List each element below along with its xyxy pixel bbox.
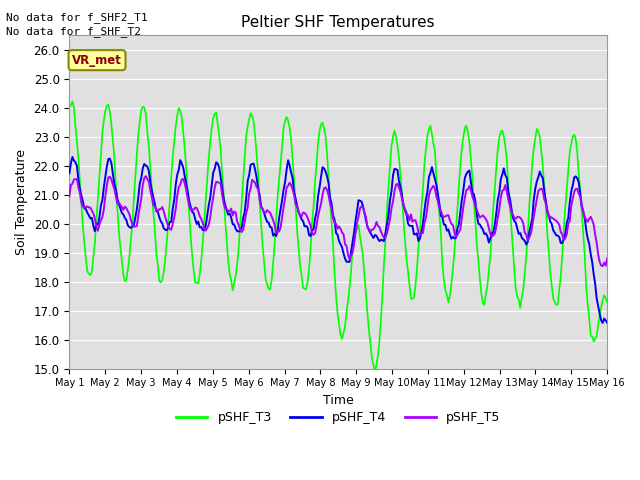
Y-axis label: Soil Temperature: Soil Temperature — [15, 149, 28, 255]
Legend: pSHF_T3, pSHF_T4, pSHF_T5: pSHF_T3, pSHF_T4, pSHF_T5 — [172, 406, 506, 429]
X-axis label: Time: Time — [323, 394, 354, 407]
Title: Peltier SHF Temperatures: Peltier SHF Temperatures — [241, 15, 435, 30]
Text: No data for f_SHF2_T1: No data for f_SHF2_T1 — [6, 12, 148, 23]
Text: VR_met: VR_met — [72, 54, 122, 67]
Text: No data for f_SHF_T2: No data for f_SHF_T2 — [6, 26, 141, 37]
